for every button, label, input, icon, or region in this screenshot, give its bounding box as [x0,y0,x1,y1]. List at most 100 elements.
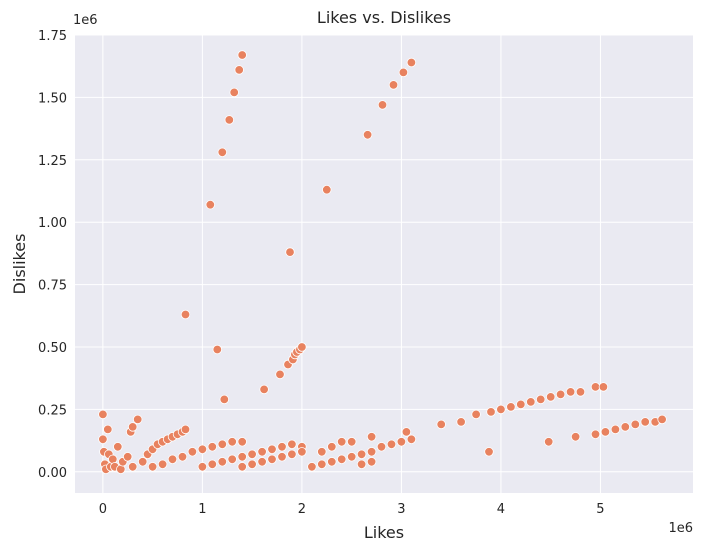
data-point [229,87,239,98]
x-axis-label: Likes [364,523,404,542]
data-point [598,382,609,392]
y-tick-label: 1.00 [38,216,67,231]
data-point [177,452,188,462]
y-axis-ticks: 0.00 0.25 0.50 0.75 1.00 1.25 1.50 1.75 [38,29,67,481]
data-point [327,442,337,452]
data-point [590,429,601,440]
data-point [217,439,228,450]
data-point [620,422,631,432]
data-point [496,404,506,415]
y-tick-label: 1.25 [38,154,67,169]
data-point [575,387,586,397]
data-point [98,434,108,445]
y-axis-multiplier: 1e6 [73,13,98,28]
y-tick-label: 1.75 [38,29,67,44]
data-point [234,65,244,75]
data-point [406,434,417,445]
data-point [287,439,297,450]
data-point [132,414,143,425]
data-point [555,389,566,400]
data-point [388,80,399,90]
data-point [366,432,377,442]
data-point [180,424,191,435]
data-point [386,439,397,450]
data-point [456,417,466,427]
data-point [657,414,667,425]
data-point [127,462,138,472]
data-point [224,115,235,125]
y-tick-label: 0.00 [38,466,67,481]
data-point [180,309,191,320]
data-point [610,424,621,435]
data-points [98,50,667,475]
data-point [297,447,307,457]
data-point [590,382,601,392]
data-point [212,344,223,355]
data-point [565,387,576,397]
data-point [217,147,228,158]
data-point [307,462,317,472]
data-point [267,444,277,455]
data-point [267,454,277,465]
data-point [544,437,554,447]
data-point [486,407,496,417]
data-point [259,384,269,395]
data-point [98,409,108,420]
x-tick-label: 3 [397,502,405,517]
data-point [546,392,556,402]
y-tick-label: 0.50 [38,341,67,356]
data-point [640,417,650,427]
data-point [285,247,295,257]
data-point [257,457,267,467]
data-point [630,419,641,430]
data-point [526,397,536,407]
data-point [137,457,148,467]
x-axis-multiplier: 1e6 [668,521,693,536]
data-point [127,422,138,432]
data-point [600,427,611,437]
x-tick-label: 0 [99,502,107,517]
data-point [217,457,228,467]
x-tick-label: 2 [298,502,306,517]
data-point [297,342,307,352]
x-tick-label: 4 [497,502,505,517]
data-point [401,427,412,437]
data-point [356,449,367,460]
y-tick-label: 0.25 [38,403,67,418]
data-point [122,452,133,462]
x-tick-label: 1 [198,502,206,517]
data-point [347,437,357,447]
data-point [207,442,218,452]
data-point [317,459,327,470]
data-point [257,447,267,457]
data-point [147,462,158,472]
data-point [237,452,247,462]
data-point [157,459,168,470]
data-point [207,459,218,470]
data-point [398,67,409,78]
data-point [197,462,208,472]
data-point [484,447,494,457]
data-point [167,454,178,465]
data-point [197,444,208,455]
data-point [396,437,407,447]
data-point [327,457,337,467]
y-tick-label: 0.75 [38,279,67,294]
data-point [103,424,113,435]
data-point [227,437,237,447]
data-point [406,57,417,68]
data-point [113,442,123,452]
x-axis-ticks: 0 1 2 3 4 5 [99,502,605,517]
chart-title: Likes vs. Dislikes [317,8,451,27]
data-point [237,437,247,447]
plot-background [75,35,693,493]
data-point [356,459,367,470]
data-point [205,199,216,210]
data-point [536,394,546,405]
data-point [219,394,230,405]
data-point [436,419,446,430]
grid-lines [75,34,693,493]
data-point [187,447,198,457]
data-point [277,452,287,462]
